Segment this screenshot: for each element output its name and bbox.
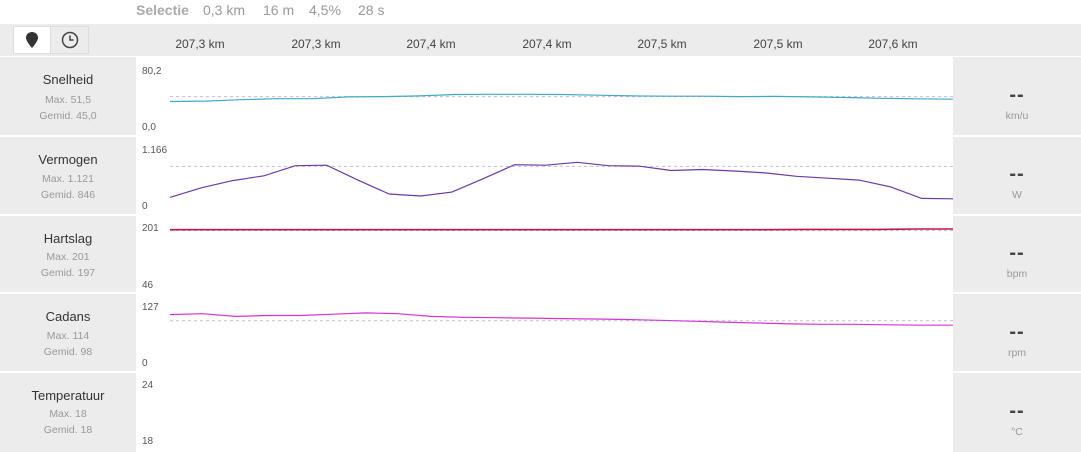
selection-bar: Selectie 0,3 km 16 m 4,5% 28 s	[0, 0, 1081, 24]
metric-panel-temperature	[0, 373, 136, 452]
metric-panel-speed	[0, 57, 136, 135]
metric-panel-cadence	[0, 294, 136, 371]
row-divider	[0, 292, 1081, 294]
cadence-line	[169, 312, 953, 326]
current-value: --	[1009, 163, 1025, 185]
x-tick-label: 207,5 km	[753, 37, 803, 51]
y-axis-min: 0	[142, 358, 148, 369]
metric-max: Max. 51,5	[44, 94, 92, 106]
metric-value-panel-power	[953, 137, 1081, 214]
row-divider	[0, 214, 1081, 216]
row-divider	[0, 371, 1081, 373]
metric-value-panel-heart-rate	[953, 216, 1081, 293]
metric-panel-heart-rate	[0, 216, 136, 293]
row-divider	[0, 135, 1081, 137]
metric-name: Snelheid	[42, 72, 94, 87]
distance-mode-button[interactable]	[13, 26, 51, 54]
metric-max: Max. 201	[46, 251, 90, 263]
unit-label: bpm	[1006, 268, 1028, 280]
y-axis-max: 1.166	[142, 145, 168, 156]
y-axis-min: 46	[142, 280, 154, 291]
x-tick-label: 207,6 km	[868, 37, 918, 51]
time-mode-button[interactable]	[51, 26, 89, 54]
unit-label: km/u	[1005, 110, 1029, 122]
selection-distance: 0,3 km	[203, 2, 246, 18]
y-axis-max: 127	[142, 302, 159, 313]
y-axis-min: 18	[142, 436, 154, 447]
heart-line	[170, 228, 953, 231]
metric-value-panel-cadence	[953, 294, 1081, 371]
unit-label: rpm	[1007, 347, 1027, 359]
y-axis-max: 24	[142, 380, 154, 391]
selection-duration: 28 s	[358, 2, 385, 18]
metric-avg: Gemid. 18	[43, 424, 93, 436]
chart-toolbar: 207,3 km 207,3 km 207,4 km 207,4 km 207,…	[0, 24, 1081, 56]
metric-avg: Gemid. 98	[43, 346, 93, 358]
map-pin-icon	[26, 32, 38, 48]
current-value: --	[1009, 321, 1025, 343]
metric-name: Hartslag	[43, 231, 93, 246]
metric-avg: Gemid. 45,0	[39, 110, 97, 122]
metric-value-panel-temperature	[953, 373, 1081, 452]
metric-name: Vermogen	[38, 152, 98, 167]
current-value: --	[1009, 84, 1025, 106]
power-line	[169, 161, 954, 200]
metric-name: Cadans	[45, 309, 91, 324]
metric-panel-power	[0, 137, 136, 214]
current-value: --	[1009, 242, 1025, 264]
metric-max: Max. 114	[46, 330, 90, 342]
unit-label: W	[1012, 189, 1022, 201]
x-tick-label: 207,4 km	[406, 37, 456, 51]
metric-max: Max. 1.121	[42, 173, 94, 185]
y-axis-max: 80,2	[142, 66, 162, 77]
x-tick-label: 207,4 km	[522, 37, 572, 51]
metric-value-panel-speed	[953, 57, 1081, 135]
clock-icon	[61, 31, 78, 49]
y-axis-max: 201	[142, 223, 159, 234]
metric-max: Max. 18	[49, 408, 87, 420]
x-tick-label: 207,3 km	[175, 37, 225, 51]
current-value: --	[1009, 400, 1025, 422]
y-axis-min: 0	[142, 201, 148, 212]
selection-label: Selectie	[136, 2, 189, 18]
metric-name: Temperatuur	[31, 388, 105, 403]
speed-line	[169, 93, 954, 103]
y-axis-min: 0,0	[142, 122, 156, 133]
unit-label: °C	[1011, 426, 1023, 438]
selection-elevation: 16 m	[263, 2, 295, 18]
metric-avg: Gemid. 846	[40, 189, 96, 201]
selection-grade: 4,5%	[309, 2, 341, 18]
x-tick-label: 207,3 km	[291, 37, 341, 51]
metric-avg: Gemid. 197	[40, 267, 96, 279]
x-tick-label: 207,5 km	[637, 37, 687, 51]
